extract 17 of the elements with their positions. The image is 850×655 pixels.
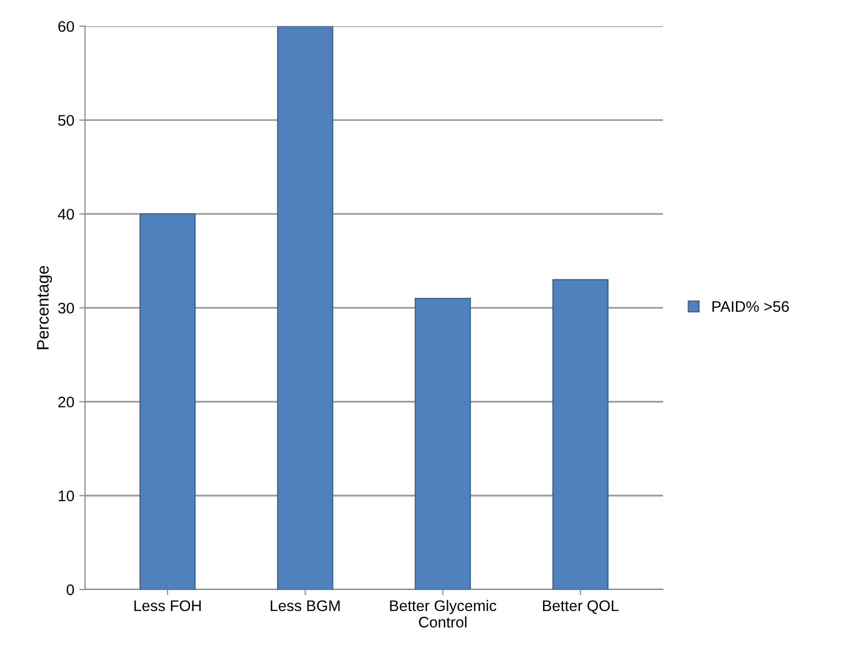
x-tick-label: Less FOH [134,600,201,612]
x-tick-label: Better QOL [543,600,619,614]
y-tick-label: 40 [58,208,74,220]
bar [139,213,196,590]
y-tick-label: 60 [58,21,74,32]
bar [277,26,334,590]
x-tick-label: Less BGM [270,600,340,612]
y-tick-label: 50 [58,114,74,126]
bar [414,298,471,590]
x-tick-label: Better Glycemic Control [390,600,496,628]
legend-label: PAID% >56 [712,301,789,312]
y-tick-label: 30 [58,302,74,314]
y-axis-title: Percentage [37,266,52,350]
y-tick-label: 20 [58,396,74,408]
bar [552,279,609,590]
y-tick-label: 10 [58,490,74,502]
y-tick-label: 0 [66,584,74,596]
